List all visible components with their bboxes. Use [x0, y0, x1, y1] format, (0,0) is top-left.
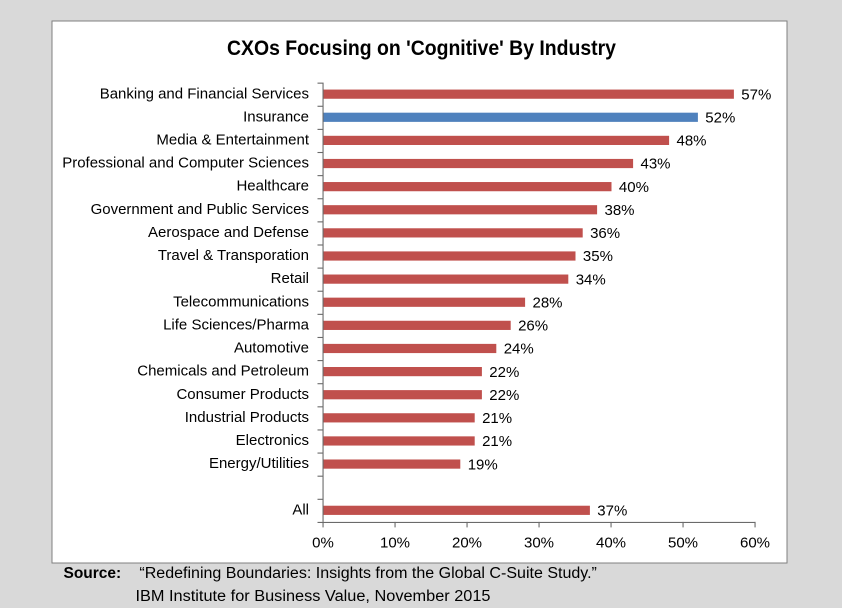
svg-text:Life Sciences/Pharma: Life Sciences/Pharma [163, 317, 310, 334]
svg-text:Media & Entertainment: Media & Entertainment [156, 132, 309, 149]
svg-text:Insurance: Insurance [243, 108, 309, 125]
svg-text:Healthcare: Healthcare [236, 178, 309, 195]
svg-text:43%: 43% [641, 156, 671, 173]
svg-text:22%: 22% [489, 364, 519, 381]
svg-text:60%: 60% [740, 535, 770, 552]
svg-text:40%: 40% [596, 535, 626, 552]
svg-text:26%: 26% [518, 318, 548, 335]
svg-text:IBM Institute for Business Val: IBM Institute for Business Value, Novemb… [136, 588, 491, 605]
svg-text:Industrial Products: Industrial Products [185, 409, 309, 426]
svg-text:50%: 50% [668, 535, 698, 552]
svg-text:22%: 22% [489, 387, 519, 404]
svg-text:35%: 35% [583, 248, 613, 265]
svg-text:10%: 10% [380, 535, 410, 552]
svg-text:37%: 37% [597, 503, 627, 520]
svg-text:24%: 24% [504, 341, 534, 358]
svg-text:“Redefining Boundaries: Insigh: “Redefining Boundaries: Insights from th… [139, 565, 597, 582]
svg-text:28%: 28% [533, 294, 563, 311]
svg-text:Consumer Products: Consumer Products [176, 386, 309, 403]
svg-text:0%: 0% [312, 535, 334, 552]
svg-text:Banking and Financial Services: Banking and Financial Services [100, 85, 309, 102]
svg-text:Aerospace and Defense: Aerospace and Defense [148, 224, 309, 241]
svg-text:Electronics: Electronics [236, 432, 309, 449]
svg-text:40%: 40% [619, 179, 649, 196]
svg-text:30%: 30% [524, 535, 554, 552]
svg-text:19%: 19% [468, 456, 498, 473]
svg-text:Source:: Source: [64, 565, 122, 582]
svg-text:Telecommunications: Telecommunications [173, 293, 309, 310]
svg-text:Retail: Retail [271, 270, 309, 287]
svg-text:All: All [292, 501, 309, 518]
svg-text:Travel & Transporation: Travel & Transporation [158, 247, 309, 264]
svg-text:34%: 34% [576, 271, 606, 288]
svg-text:Government and Public Services: Government and Public Services [91, 201, 309, 218]
svg-text:52%: 52% [705, 110, 735, 127]
svg-text:Chemicals and Petroleum: Chemicals and Petroleum [137, 363, 309, 380]
svg-text:38%: 38% [605, 202, 635, 219]
svg-text:CXOs Focusing on 'Cognitive' B: CXOs Focusing on 'Cognitive' By Industry [227, 36, 616, 60]
svg-text:20%: 20% [452, 535, 482, 552]
svg-text:Automotive: Automotive [234, 340, 309, 357]
svg-text:36%: 36% [590, 225, 620, 242]
svg-text:57%: 57% [741, 86, 771, 103]
svg-text:21%: 21% [482, 433, 512, 450]
svg-text:Professional and Computer Scie: Professional and Computer Sciences [62, 155, 309, 172]
svg-text:Energy/Utilities: Energy/Utilities [209, 455, 309, 472]
svg-text:21%: 21% [482, 410, 512, 427]
svg-text:48%: 48% [677, 133, 707, 150]
